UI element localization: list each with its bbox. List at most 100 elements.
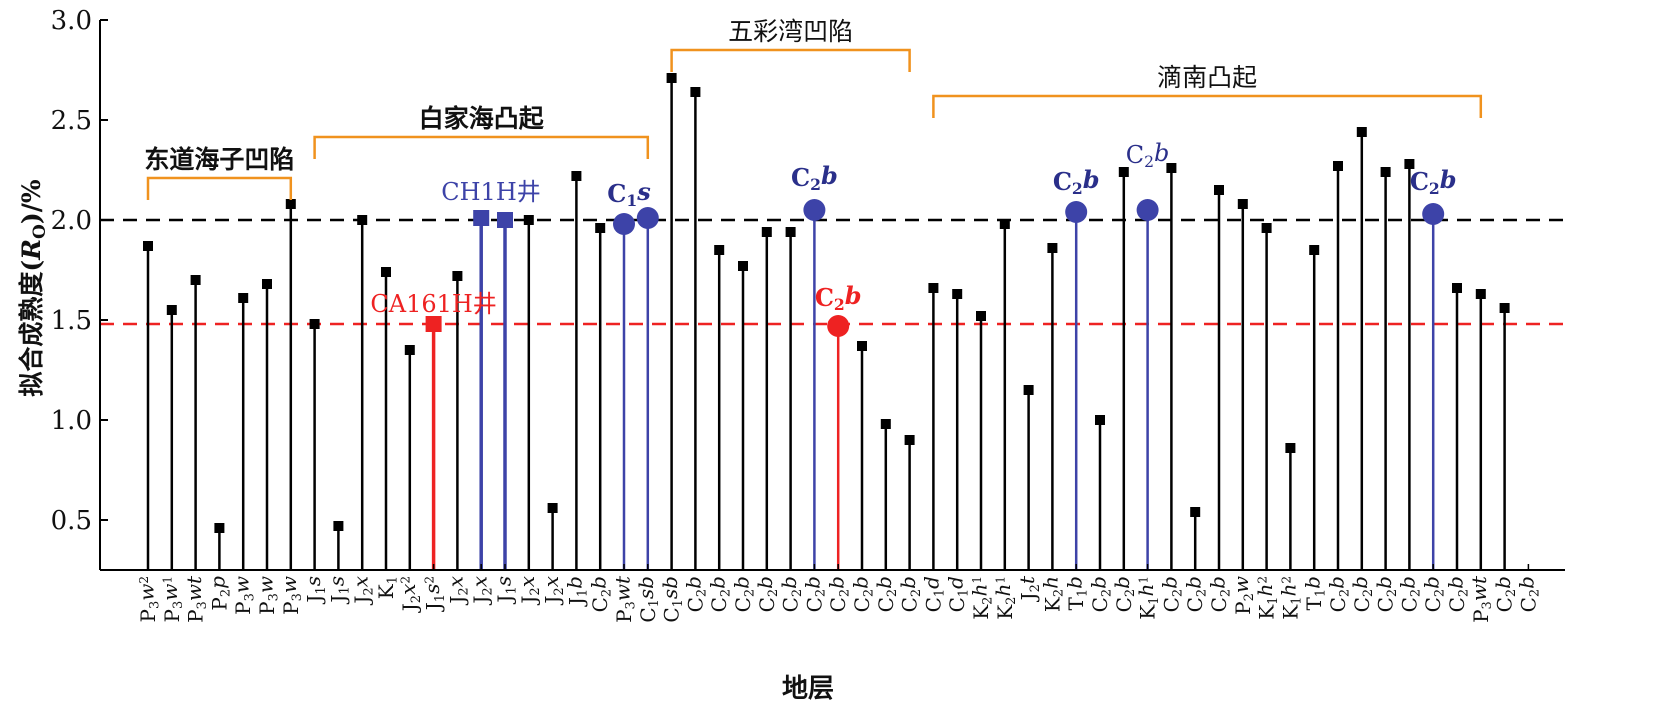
y-tick-label-2: 1.5	[51, 306, 92, 336]
x-tick-label-group-25: C2b	[729, 576, 757, 612]
x-tick-label-group-2: P3wt	[182, 575, 210, 623]
x-tick-label-group-27: C2b	[777, 576, 805, 612]
x-tick-label-group-12: J1s2	[420, 576, 448, 612]
annotation-2: C1s	[607, 177, 651, 210]
x-tick-label-47: K1h2	[1253, 576, 1281, 620]
point-marker-16	[523, 215, 534, 225]
x-tick-label-54: C2b	[1419, 576, 1447, 612]
circle-marker-42	[1136, 199, 1159, 221]
region-bracket-3	[932, 94, 1483, 118]
x-tick-label-12: J1s2	[420, 576, 448, 612]
point-marker-5	[262, 279, 272, 289]
x-tick-label-group-48: K1h2	[1277, 576, 1305, 620]
x-tick-label-20: P3wt	[610, 575, 638, 623]
point-marker-56	[1475, 289, 1486, 299]
x-tick-label-group-14: J2x	[467, 576, 495, 606]
x-tick-label-group-23: C2b	[682, 576, 710, 612]
square-marker-15	[497, 212, 513, 228]
square-marker-12	[425, 316, 442, 332]
x-tick-label-15: J1s	[491, 576, 519, 605]
x-tick-label-group-28: C2b	[801, 576, 829, 612]
y-axis-title-suffix: )/%	[17, 179, 46, 224]
x-tick-label-34: C1d	[943, 576, 971, 612]
point-marker-13	[452, 271, 463, 281]
x-tick-label-group-58: C2b	[1515, 576, 1543, 612]
x-tick-label-group-53: C2b	[1396, 576, 1424, 612]
point-marker-35	[976, 311, 986, 321]
circle-marker-39	[1065, 201, 1088, 223]
region-label-3: 滴南凸起	[1157, 63, 1257, 92]
x-tick-label-45: C2b	[1205, 576, 1233, 612]
x-tick-label-group-46: P2w	[1229, 576, 1257, 615]
x-tick-label-group-4: P3w	[229, 576, 257, 615]
annotation-1: CH1H井	[441, 178, 541, 206]
x-tick-label-40: C2b	[1086, 576, 1114, 612]
point-marker-17	[547, 503, 558, 513]
x-tick-label-11: J2x2	[396, 576, 424, 613]
x-tick-label-4: P3w	[229, 576, 257, 615]
y-axis-title-var: R	[17, 239, 46, 261]
point-marker-32	[904, 435, 915, 445]
x-tick-label-41: C2b	[1110, 576, 1138, 612]
x-tick-label-51: C2b	[1348, 576, 1376, 612]
x-tick-label-39: T1b	[1062, 576, 1090, 610]
point-marker-1	[166, 305, 177, 315]
x-tick-label-group-52: C2b	[1372, 576, 1400, 612]
x-tick-label-group-6: P3w	[277, 576, 305, 615]
point-marker-38	[1047, 243, 1058, 253]
x-tick-label-group-29: C2b	[824, 576, 852, 612]
x-tick-label-14: J2x	[467, 576, 495, 606]
x-tick-label-group-24: C2b	[705, 576, 733, 612]
point-marker-34	[952, 289, 963, 299]
axes-layer: 0.51.01.52.02.53.0P3w2P3w1P3wtP2pP3wP3wP…	[51, 6, 1565, 623]
x-tick-label-group-5: P3w	[253, 576, 281, 615]
x-tick-label-33: C1d	[920, 576, 948, 612]
point-marker-55	[1452, 283, 1462, 293]
circle-marker-54	[1422, 203, 1445, 225]
x-tick-label-group-57: C2b	[1491, 576, 1519, 612]
y-axis-title-sub: O	[30, 224, 50, 239]
x-tick-label-35: K2h1	[967, 576, 995, 620]
point-marker-51	[1356, 127, 1367, 137]
x-tick-label-28: C2b	[801, 576, 829, 612]
x-tick-label-19: C2b	[586, 576, 614, 612]
x-tick-label-group-10: K1	[374, 576, 400, 599]
annotation-7: C2b	[1410, 165, 1457, 198]
x-tick-label-group-56: P3wt	[1467, 575, 1495, 623]
point-marker-30	[857, 341, 867, 351]
x-tick-label-group-41: C2b	[1110, 576, 1138, 612]
x-tick-label-9: J2x	[348, 576, 376, 606]
x-tick-label-48: K1h2	[1277, 576, 1305, 620]
point-marker-23	[690, 87, 701, 97]
circle-marker-29	[827, 315, 850, 337]
x-tick-label-group-18: J1b	[563, 576, 591, 607]
x-tick-label-group-3: P2p	[206, 576, 234, 611]
x-tick-label-17: J2x	[539, 576, 567, 606]
x-tick-label-52: C2b	[1372, 576, 1400, 612]
x-tick-label-8: J1s	[325, 576, 353, 605]
x-tick-label-group-37: J2t	[1015, 575, 1043, 602]
grid-layer	[100, 218, 1565, 326]
point-marker-37	[1023, 385, 1034, 395]
stems-layer	[143, 73, 1510, 570]
x-tick-label-group-26: C2b	[753, 576, 781, 612]
square-marker-14	[473, 210, 490, 226]
x-tick-label-7: J1s	[301, 576, 329, 605]
annotation-0: CA161H井	[370, 290, 496, 318]
x-tick-label-group-42: K1h1	[1134, 576, 1162, 620]
x-tick-label-26: C2b	[753, 576, 781, 612]
x-tick-label-group-34: C1d	[943, 576, 971, 612]
point-marker-27	[785, 227, 796, 237]
x-tick-label-46: P2w	[1229, 576, 1257, 615]
annotation-6: C2b	[1126, 139, 1170, 171]
point-marker-41	[1118, 167, 1129, 177]
x-tick-label-group-19: C2b	[586, 576, 614, 612]
x-tick-label-group-9: J2x	[348, 576, 376, 606]
x-tick-label-group-54: C2b	[1419, 576, 1447, 612]
point-marker-45	[1214, 185, 1224, 195]
region-bracket-1	[313, 135, 650, 159]
y-tick-label-3: 2.0	[51, 206, 92, 236]
x-tick-label-44: C2b	[1181, 576, 1209, 612]
x-tick-label-group-51: C2b	[1348, 576, 1376, 612]
x-tick-label-group-8: J1s	[325, 576, 353, 605]
